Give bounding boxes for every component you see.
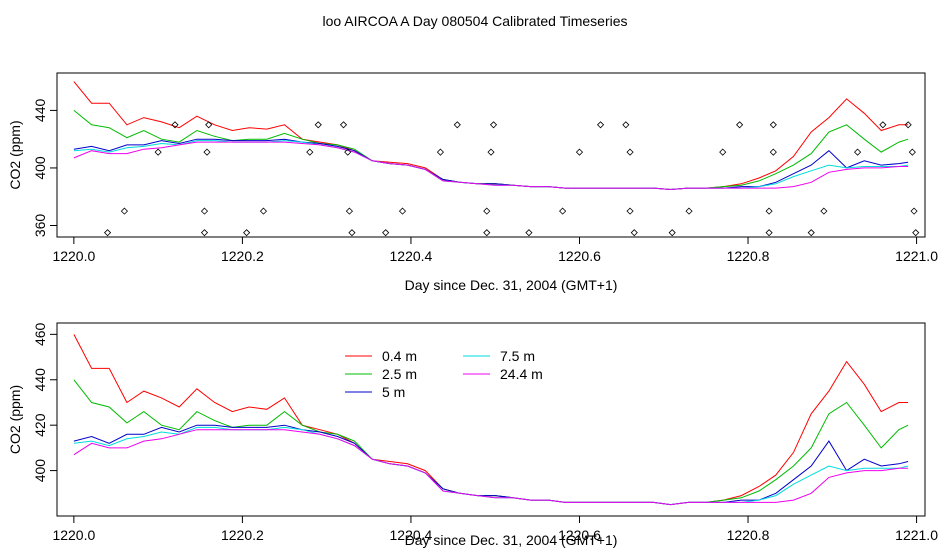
- data-point-marker: [807, 229, 815, 237]
- data-point-marker: [243, 229, 251, 237]
- data-point-marker: [626, 207, 634, 215]
- y-tick-label: 400: [32, 156, 48, 180]
- data-point-marker: [205, 121, 213, 129]
- data-point-marker: [398, 207, 407, 215]
- data-point-marker: [171, 121, 179, 129]
- x-axis-label: Day since Dec. 31, 2004 (GMT+1): [405, 277, 618, 293]
- data-point-marker: [489, 121, 498, 129]
- x-tick-label: 1221.0: [895, 527, 938, 543]
- legend-label: 7.5 m: [500, 348, 535, 364]
- data-point-marker: [483, 229, 491, 237]
- x-tick-label: 1220.6: [558, 248, 601, 264]
- data-point-marker: [765, 207, 773, 215]
- data-point-marker: [348, 229, 356, 237]
- data-point-marker: [436, 148, 445, 156]
- figure-title: loo AIRCOA A Day 080504 Calibrated Times…: [322, 13, 627, 29]
- x-tick-label: 1220.0: [52, 527, 95, 543]
- series-line-24-4-m-m: [73, 141, 909, 191]
- data-point-marker: [453, 121, 461, 129]
- series-line-2-5-m-m: [73, 110, 909, 191]
- data-point-marker: [630, 229, 638, 237]
- x-axis-label: Day since Dec. 31, 2004 (GMT+1): [405, 532, 618, 548]
- data-point-marker: [306, 148, 314, 156]
- x-tick-label: 1220.4: [390, 248, 433, 264]
- legend-label: 0.4 m: [382, 348, 417, 364]
- data-point-marker: [154, 148, 162, 156]
- series-line-0-4-m-m: [73, 81, 909, 191]
- panel-top: 1220.0 1220.2 1220.4 1220.6 1220.8 1221.0 360 4…: [7, 72, 938, 293]
- y-tick-label: 360: [32, 214, 48, 238]
- x-tick-label: 1220.6: [558, 527, 601, 543]
- data-point-marker: [668, 229, 676, 237]
- data-point-marker: [314, 121, 322, 129]
- x-tick-label: 1220.2: [221, 248, 264, 264]
- series-line-0-4-m-m: [73, 334, 909, 506]
- series-line-24-4-m-m: [73, 429, 909, 506]
- data-point-marker: [120, 207, 128, 215]
- series-line-5-m-m: [73, 138, 909, 191]
- data-point-marker: [685, 207, 693, 215]
- y-axis-label: CO2 (ppm): [7, 385, 23, 454]
- data-point-marker: [910, 207, 918, 215]
- x-tick-label: 1220.2: [221, 527, 264, 543]
- data-point-marker: [344, 148, 352, 156]
- data-point-marker: [103, 229, 112, 237]
- plot-frame: [56, 72, 926, 238]
- x-tick-label: 1220.4: [390, 527, 433, 543]
- data-point-marker: [908, 148, 916, 156]
- x-tick-label: 1220.8: [727, 248, 770, 264]
- x-tick-label: 1220.0: [52, 248, 95, 264]
- data-point-marker: [559, 207, 567, 215]
- data-point-marker: [203, 148, 211, 156]
- plot-frame: [56, 322, 926, 517]
- legend-label: 2.5 m: [382, 366, 417, 382]
- data-point-marker: [487, 148, 495, 156]
- data-point-marker: [339, 121, 348, 129]
- data-point-marker: [765, 229, 773, 237]
- data-point-marker: [769, 121, 777, 129]
- data-point-marker: [820, 207, 828, 215]
- legend-label: 5 m: [382, 384, 405, 400]
- panel-bottom: 1220.0 1220.2 1220.4 1220.6 1220.8 1221.0 400 4…: [7, 322, 938, 548]
- y-tick-label: 420: [32, 413, 48, 437]
- data-point-marker: [854, 148, 862, 156]
- y-tick-label: 440: [32, 368, 48, 392]
- data-point-marker: [904, 121, 912, 129]
- data-point-marker: [483, 207, 491, 215]
- legend-label: 24.4 m: [500, 366, 543, 382]
- series-line-2-5-m-m: [73, 379, 909, 506]
- x-tick-label: 1221.0: [895, 248, 938, 264]
- data-point-marker: [575, 148, 584, 156]
- series-line-5-m-m: [73, 424, 909, 506]
- data-point-marker: [622, 121, 630, 129]
- data-point-marker: [200, 229, 209, 237]
- y-tick-label: 400: [32, 459, 48, 483]
- data-point-marker: [769, 148, 777, 156]
- data-point-marker: [719, 148, 727, 156]
- data-point-marker: [912, 229, 920, 237]
- y-tick-label: 460: [32, 322, 48, 346]
- y-axis-label: CO2 (ppm): [7, 120, 23, 189]
- y-tick-label: 440: [32, 99, 48, 123]
- data-point-marker: [596, 121, 605, 129]
- data-point-marker: [736, 121, 744, 129]
- data-point-marker: [345, 207, 353, 215]
- data-point-marker: [382, 229, 390, 237]
- data-point-marker: [626, 148, 634, 156]
- data-point-marker: [525, 229, 533, 237]
- data-point-marker: [200, 207, 209, 215]
- data-point-marker: [879, 121, 887, 129]
- data-point-marker: [259, 207, 268, 215]
- x-tick-label: 1220.8: [727, 527, 770, 543]
